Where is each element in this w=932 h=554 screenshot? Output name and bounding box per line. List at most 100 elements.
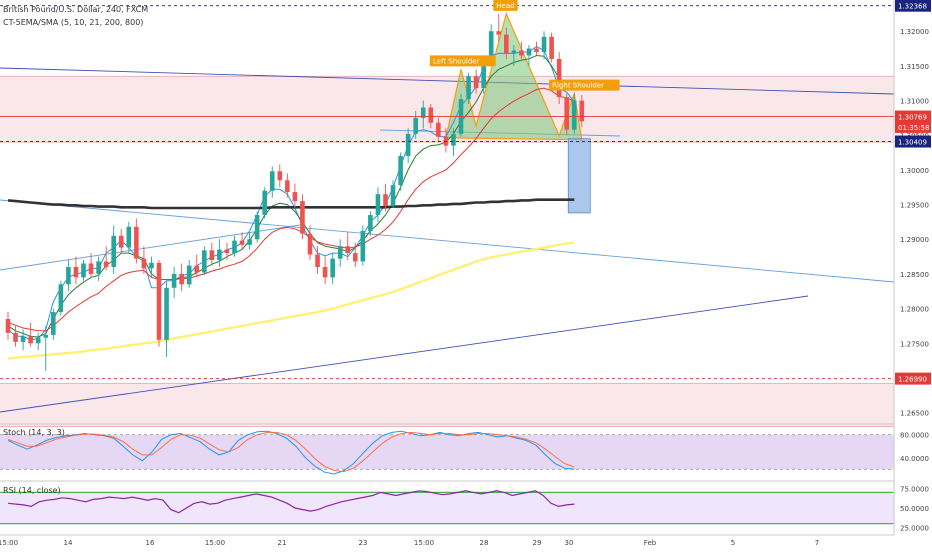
candle-body: [88, 263, 94, 274]
stoch-tick-label: 80.0000: [900, 432, 929, 440]
candle-body: [254, 214, 260, 240]
candle-body: [549, 36, 554, 59]
candle: [73, 256, 79, 285]
candle: [277, 164, 283, 188]
candle: [111, 225, 116, 274]
candle-body: [20, 336, 26, 342]
candle: [360, 225, 366, 266]
candle-body: [247, 239, 252, 245]
candle: [526, 45, 532, 66]
candle-body: [66, 266, 71, 285]
candle-body: [526, 48, 532, 56]
candle: [58, 280, 64, 316]
candle: [239, 232, 245, 250]
candle: [541, 31, 547, 59]
candle-body: [481, 62, 486, 89]
candle: [473, 69, 479, 94]
y-axis[interactable]: 1.320001.315001.310001.305001.300001.295…: [893, 0, 932, 550]
price-label: 1.26990: [898, 376, 927, 384]
candle-body: [398, 156, 403, 186]
x-axis[interactable]: 15:00 14 16 15:00 21 23 15:00 28 29 30 Feb 5 7: [0, 539, 819, 547]
stoch-tick-label: 40.0000: [900, 455, 929, 463]
candle-body: [186, 265, 192, 285]
candle-body: [217, 249, 222, 261]
rsi-tick-label: 50.0000: [900, 505, 929, 513]
candle: [285, 173, 290, 198]
y-tick-label: 1.29500: [900, 202, 929, 210]
candle-body: [13, 332, 18, 342]
y-tick-label: 1.29000: [900, 236, 929, 244]
candle-body: [488, 31, 494, 63]
candle-body: [571, 100, 577, 130]
candle: [436, 117, 441, 143]
grid-lines: [0, 423, 932, 536]
x-tick-label: 15:00: [205, 539, 225, 547]
candle: [88, 253, 94, 278]
stoch-band: [0, 434, 894, 470]
candle: [35, 332, 41, 351]
candle: [96, 256, 101, 281]
candle-body: [337, 246, 343, 259]
candle-body: [368, 214, 373, 231]
candle-body: [73, 266, 79, 278]
pattern-annotations: Left Shoulder Head Right Shoulder: [429, 0, 620, 91]
candle: [217, 239, 222, 267]
candle: [315, 246, 320, 274]
candle: [511, 45, 517, 66]
candle-body: [164, 287, 169, 340]
price-label: 1.30409: [898, 139, 927, 147]
candle: [149, 256, 154, 278]
candle: [420, 100, 426, 129]
price-labels: 1.32368 1.30769 01:35:58 1.30409 1.26990: [895, 0, 931, 385]
candle: [164, 280, 169, 358]
candle-body: [58, 284, 64, 313]
rsi-pane: [0, 490, 894, 525]
symbol-title[interactable]: British Pound/U.S. Dollar, 240, FXCM: [3, 5, 149, 14]
candle: [337, 239, 343, 267]
candle: [519, 41, 524, 59]
candle: [451, 128, 456, 157]
candle-body: [194, 265, 200, 273]
candle-body: [496, 31, 502, 35]
y-tick-label: 1.26500: [900, 410, 929, 418]
y-axis-background: [894, 0, 932, 550]
price-label-box: [895, 0, 931, 12]
candle: [141, 246, 147, 274]
candle-body: [118, 235, 124, 248]
candle-body: [239, 240, 245, 245]
stoch-title[interactable]: Stoch (14, 3, 3): [3, 428, 65, 437]
head-and-shoulders-pattern: [445, 12, 591, 214]
candle-body: [285, 180, 290, 193]
candle: [375, 187, 381, 222]
candle-body: [504, 34, 509, 54]
candle-body: [579, 100, 585, 122]
pattern-shape: [445, 12, 583, 141]
candle: [51, 308, 56, 340]
candle-body: [149, 262, 154, 269]
candle: [458, 93, 464, 137]
candle: [13, 325, 18, 347]
candle: [269, 166, 275, 198]
candle: [247, 232, 252, 250]
candle: [571, 93, 577, 134]
candle: [398, 152, 403, 191]
candle-body: [534, 48, 539, 53]
candle-body: [436, 122, 441, 137]
candle-body: [126, 226, 132, 248]
y-tick-label: 1.32000: [900, 28, 929, 36]
candle-body: [171, 273, 177, 288]
rsi-line: [7, 490, 575, 514]
candle-body: [420, 107, 426, 118]
left-shoulder-label: Left Shoulder: [433, 57, 480, 65]
stoch-pane: [0, 430, 894, 475]
candle-body: [96, 261, 101, 274]
left-shoulder-label-box: [429, 55, 496, 67]
candle: [368, 211, 373, 236]
indicator-title[interactable]: CT-5EMA/SMA (5, 10, 21, 200, 800): [3, 18, 144, 27]
rsi-title[interactable]: RSI (14, close): [3, 486, 61, 495]
head-label-box: [493, 0, 518, 11]
candles: [5, 13, 585, 371]
candle-body: [224, 249, 230, 254]
